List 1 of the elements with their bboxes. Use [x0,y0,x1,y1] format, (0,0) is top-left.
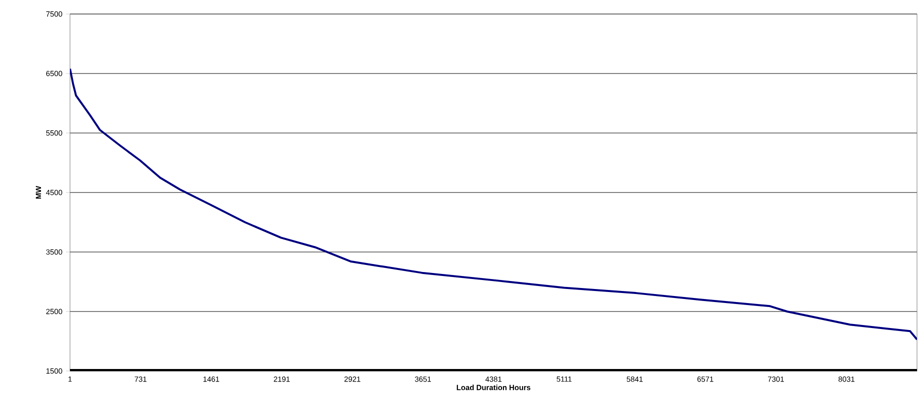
line-series [70,68,918,340]
